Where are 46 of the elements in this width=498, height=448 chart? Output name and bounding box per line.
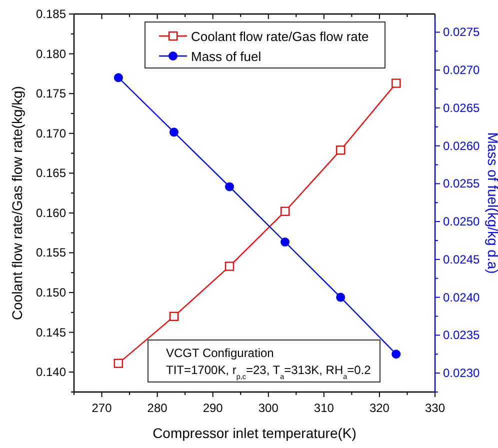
y-tick-label: 0.160 — [36, 206, 66, 220]
y-axis-title: Coolant flow rate/Gas flow rate(kg/kg) — [9, 86, 25, 320]
point — [114, 73, 123, 82]
y-tick-label: 0.145 — [36, 325, 66, 340]
point — [169, 312, 179, 321]
x-tick-label: 290 — [202, 401, 224, 415]
legend-label: Coolant flow rate/Gas flow rate — [191, 29, 369, 44]
point — [336, 145, 346, 155]
y-tick-label: 0.170 — [36, 126, 66, 140]
x-axis-title: Compressor inlet temperature(K) — [152, 425, 356, 441]
x-tick-label: 270 — [92, 401, 112, 415]
y2-tick-label: 0.0235 — [443, 328, 480, 342]
point — [169, 128, 178, 137]
annotation: TIT=1700K, r$_{p,c}$=23, T$_{a}$=313K, RH$_{a}$=0.2 — [166, 363, 372, 380]
y2-tick-label: 0.0240 — [443, 290, 480, 304]
y-tick-label: 0.180 — [36, 46, 66, 61]
x-tick-label: 330 — [424, 401, 446, 415]
point — [392, 78, 401, 88]
y-tick-label: 0.175 — [36, 86, 66, 101]
y-tick-label: 0.165 — [36, 166, 66, 180]
y2-tick-label: 0.0275 — [443, 25, 480, 40]
y2-tick-label: 0.0250 — [443, 214, 480, 229]
y-tick-label: 0.155 — [36, 246, 66, 260]
x-tick-label: 320 — [369, 401, 390, 415]
y2-tick-label: 0.0265 — [443, 100, 480, 115]
point — [224, 262, 234, 271]
annotation: VCGT Configuration — [166, 346, 274, 360]
y2-tick-label: 0.0230 — [443, 366, 480, 380]
y2-tick-label: 0.0260 — [443, 138, 480, 153]
y2-tick-label: 0.0255 — [443, 176, 480, 191]
x-tick-label: 280 — [147, 401, 168, 415]
point — [392, 350, 401, 359]
y2-tick-label: 0.0270 — [443, 63, 480, 78]
x-tick-label: 310 — [314, 401, 334, 415]
y2-tick-label: 0.0245 — [443, 252, 480, 266]
y-tick-label: 0.150 — [36, 286, 66, 300]
point — [336, 292, 346, 302]
legend-label: Mass of fuel — [191, 49, 262, 64]
point — [280, 238, 290, 247]
y-tick-label: 0.185 — [36, 7, 66, 21]
x-tick-label: 300 — [258, 401, 279, 415]
y2-axis-title: Mass of fuel(kg/kg d.a) — [485, 132, 498, 274]
y-tick-label: 0.140 — [36, 365, 66, 380]
point — [280, 206, 290, 216]
point — [114, 358, 124, 368]
point — [225, 182, 234, 192]
